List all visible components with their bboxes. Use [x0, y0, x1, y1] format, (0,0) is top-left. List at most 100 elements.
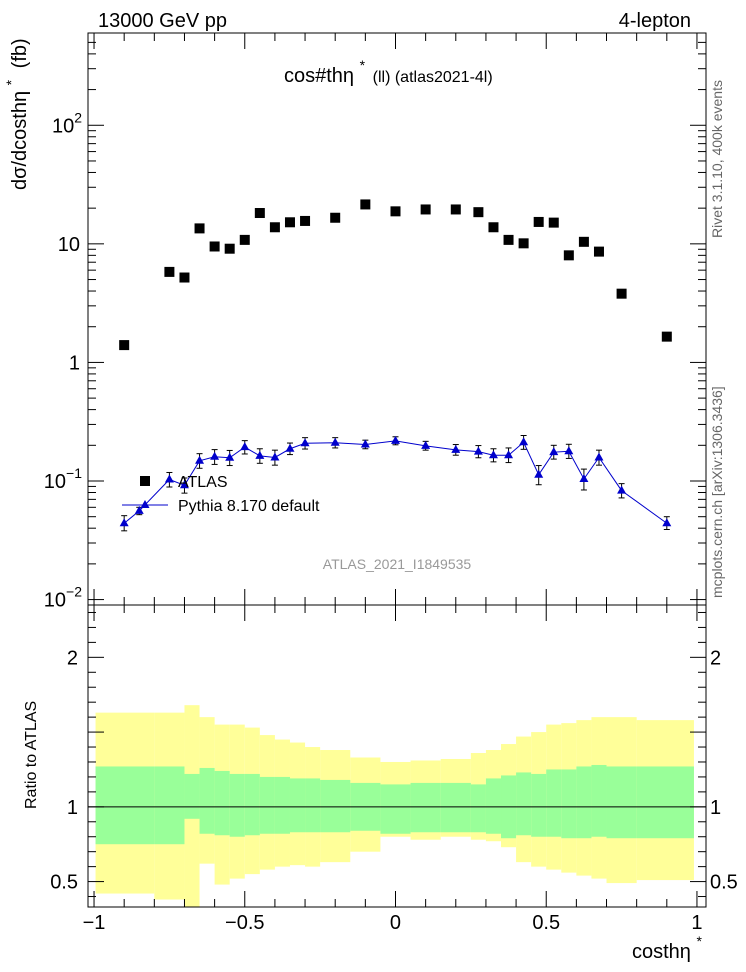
ratio-y-tick-label: 1 [67, 797, 78, 819]
ratio-y-tick-label-right: 2 [710, 647, 721, 669]
legend-mc-marker [140, 500, 150, 508]
main-y-tick-exponent: 2 [74, 109, 82, 125]
ratio-x-tick-label: 0 [390, 912, 401, 934]
mc-point [662, 518, 672, 527]
data-point [503, 234, 514, 245]
main-ylabel-text: dσ/dcosthη [9, 91, 31, 190]
data-point [300, 215, 311, 226]
main-ylabel-sup: * [3, 79, 19, 85]
mcplots-label: mcplots.cern.ch [arXiv:1306.3436] [709, 386, 725, 598]
ratio-band-inner-bin [380, 784, 411, 834]
legend-data-label: ATLAS [178, 474, 228, 491]
ratio-band-inner-bin [244, 773, 260, 836]
header-right-label: 4-lepton [619, 10, 691, 32]
mc-point [534, 469, 544, 478]
mc-point [421, 440, 431, 449]
plot-title: cos#thη * (ll) (atlas2021-4l) [284, 53, 493, 87]
data-point [518, 238, 529, 249]
ratio-band-inner-bin [184, 773, 200, 819]
mc-point [390, 435, 400, 444]
analysis-watermark: ATLAS_2021_I1849535 [323, 556, 472, 572]
mc-point [300, 438, 310, 447]
mc-line [123, 440, 668, 524]
xlabel: costhη * [632, 933, 703, 963]
mc-point [210, 451, 220, 460]
mc-point [564, 446, 574, 455]
ratio-band-inner-bin [410, 782, 441, 833]
plot-title-main: cos#thη [284, 65, 354, 87]
mc-point [255, 450, 265, 459]
main-y-tick-base: 10 [44, 471, 66, 493]
data-point [450, 204, 461, 215]
data-point [473, 207, 484, 218]
ratio-band-inner-bin [531, 773, 547, 837]
ratio-y-tick-label: 2 [67, 647, 78, 669]
ratio-y-tick-label-right: 0.5 [710, 872, 738, 894]
data-point [284, 217, 295, 228]
plot-title-tail: (ll) (atlas2021-4l) [373, 69, 493, 86]
mc-point [594, 452, 604, 461]
main-y-tick-base: 10 [52, 115, 74, 137]
data-point [209, 241, 220, 252]
data-point [164, 266, 175, 277]
ratio-x-tick-label: 1 [691, 912, 702, 934]
ratio-x-tick-label: −1 [83, 912, 106, 934]
main-y-tick-label: 102 [52, 109, 82, 137]
ratio-band-inner-bin [546, 769, 562, 837]
main-y-tick-label: 1 [69, 352, 80, 374]
plot-title-sup: * [360, 57, 366, 73]
data-point [360, 199, 371, 210]
mc-point [504, 450, 514, 459]
data-point [254, 208, 265, 219]
mc-point [617, 485, 627, 494]
ratio-band-inner-bin [154, 766, 185, 845]
mc-point [549, 447, 559, 456]
header-left-label: 13000 GeV pp [98, 10, 227, 32]
mc-point [225, 452, 235, 461]
ratio-band-inner-bin [229, 773, 245, 837]
data-point [390, 206, 401, 217]
mc-point [360, 439, 370, 448]
data-point [548, 217, 559, 228]
main-y-tick-base: 1 [69, 352, 80, 374]
legend: ATLAS Pythia 8.170 default [122, 474, 320, 515]
ratio-band-inner-bin [440, 782, 471, 833]
main-y-tick-label: 10−2 [44, 584, 82, 612]
mc-point [473, 446, 483, 455]
data-point [224, 243, 235, 254]
mc-point [195, 455, 205, 464]
main-y-tick-base: 10 [58, 234, 80, 256]
ratio-axes: −1 −0.5 0 0.5 1 0.5 0.5 1 1 2 2 [50, 604, 738, 934]
ratio-plot-frame [87, 604, 707, 908]
ratio-band-inner-bin [305, 778, 321, 833]
ratio-band-inner-bin [561, 769, 577, 839]
main-y-tick-label: 10 [58, 234, 80, 256]
legend-data-marker [140, 476, 150, 486]
main-ylabel: dσ/dcosthη * (fb) [0, 38, 31, 190]
ratio-x-tick-label: −0.5 [225, 912, 264, 934]
ratio-y-tick-label-right: 1 [710, 797, 721, 819]
ratio-band-inner-bin [259, 776, 275, 834]
rivet-label: Rivet 3.1.10, 400k events [709, 80, 725, 238]
data-point [239, 234, 250, 245]
mc-point [164, 474, 174, 483]
ratio-band-inner-bin [485, 778, 502, 834]
data-point [488, 222, 499, 233]
mc-point [519, 437, 529, 446]
mc-point [579, 473, 589, 482]
data-point [578, 236, 589, 247]
ratio-band-inner-bin [289, 778, 306, 833]
data-point [179, 272, 190, 283]
mc-point [134, 505, 144, 514]
ratio-bands [88, 705, 706, 907]
ratio-band-inner-bin [591, 764, 607, 837]
main-y-tick-exponent: −1 [66, 465, 82, 481]
mc-point [270, 452, 280, 461]
ratio-band-inner-bin [636, 766, 694, 839]
data-point [661, 331, 672, 342]
ratio-band-inner-bin [576, 766, 592, 839]
data-point [616, 288, 627, 299]
data-point [119, 340, 130, 351]
